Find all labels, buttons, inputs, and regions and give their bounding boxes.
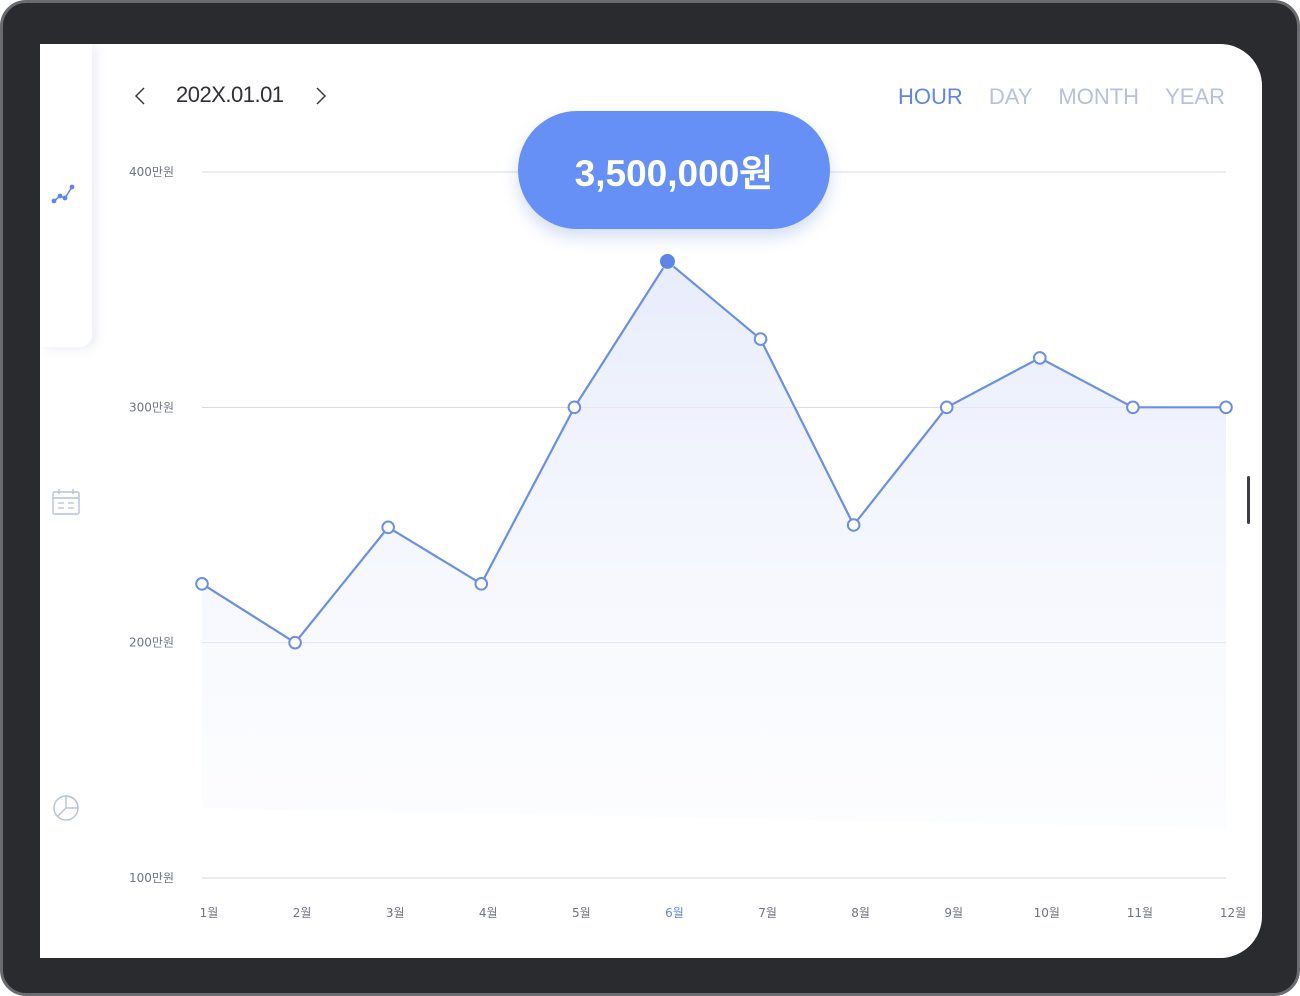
screen: 202X.01.01 HOUR DAY MONTH YEAR — [40, 44, 1262, 958]
x-tick-label: 5월 — [572, 906, 591, 920]
date-label: 202X.01.01 — [176, 82, 284, 107]
value-tooltip: 3,500,000원 — [518, 111, 830, 229]
data-point — [1033, 351, 1047, 365]
scrollbar-handle[interactable] — [1247, 476, 1250, 524]
next-date-button[interactable] — [308, 84, 332, 108]
x-tick-label: 7월 — [758, 906, 777, 920]
x-tick-label: 12월 — [1220, 906, 1246, 920]
y-tick-label: 200만원 — [129, 636, 174, 650]
data-point — [381, 520, 395, 535]
period-tabs: HOUR DAY MONTH YEAR — [898, 84, 1225, 110]
data-point — [846, 518, 861, 532]
tab-year[interactable]: YEAR — [1165, 84, 1225, 109]
x-tick-label: 6월 — [665, 906, 684, 920]
data-point — [195, 577, 209, 591]
data-point — [567, 400, 582, 415]
x-tick-label: 9월 — [944, 906, 963, 920]
y-tick-label: 100만원 — [129, 871, 174, 885]
data-point — [474, 577, 489, 591]
y-tick-label: 300만원 — [129, 400, 174, 414]
tab-day[interactable]: DAY — [988, 84, 1033, 109]
x-tick-label: 4월 — [479, 906, 498, 920]
x-tick-label: 3월 — [386, 906, 405, 920]
data-point — [939, 400, 954, 415]
line-chart-icon[interactable] — [50, 177, 82, 209]
data-point — [1219, 400, 1233, 415]
highlighted-data-point — [659, 253, 675, 269]
screen-content: 202X.01.01 HOUR DAY MONTH YEAR — [40, 44, 1262, 958]
calendar-icon[interactable] — [50, 486, 82, 518]
data-point — [288, 635, 302, 650]
data-point — [1126, 400, 1140, 415]
x-tick-label: 11월 — [1127, 906, 1153, 920]
x-tick-label: 8월 — [851, 906, 870, 920]
x-tick-label: 10월 — [1034, 906, 1060, 920]
tab-hour[interactable]: HOUR — [898, 84, 963, 109]
tab-month[interactable]: MONTH — [1058, 84, 1140, 109]
pie-chart-icon[interactable] — [50, 791, 82, 823]
area-fill — [202, 261, 1226, 829]
x-tick-label: 1월 — [200, 906, 219, 920]
data-point — [753, 332, 768, 346]
y-tick-label: 400만원 — [129, 165, 174, 179]
x-tick-label: 2월 — [293, 906, 312, 920]
series-line — [201, 260, 1226, 644]
prev-date-button[interactable] — [129, 84, 153, 108]
line-chart: 100만원 200만원 300만원 400만원 1월 2월 3월 4월 5월 6월 7월 8월 9월 10… — [129, 165, 1246, 920]
